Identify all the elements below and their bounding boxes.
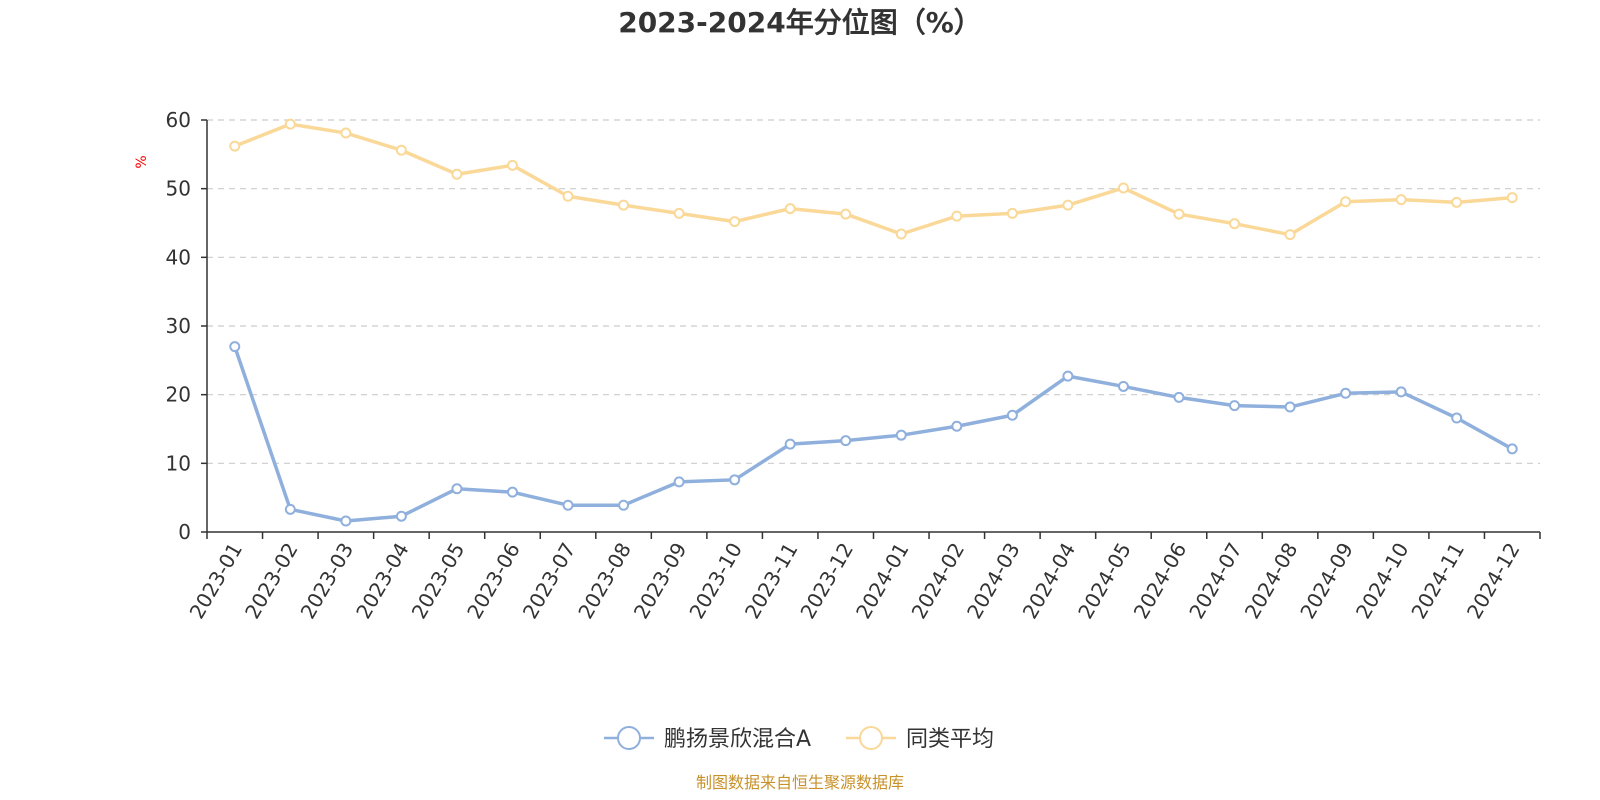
- data-point[interactable]: [229, 341, 241, 353]
- x-tick-label: 2024-01: [851, 539, 914, 623]
- data-point[interactable]: [895, 429, 907, 441]
- data-point[interactable]: [451, 168, 463, 180]
- y-tick-label: 0: [178, 520, 191, 544]
- data-point[interactable]: [673, 207, 685, 219]
- data-point[interactable]: [840, 435, 852, 447]
- data-point[interactable]: [1340, 196, 1352, 208]
- x-tick-label: 2023-08: [573, 539, 636, 623]
- legend-label: 鹏扬景欣混合A: [664, 727, 811, 752]
- x-tick-label: 2023-01: [185, 539, 248, 623]
- x-tick-label: 2023-10: [684, 539, 747, 623]
- x-tick-label: 2024-03: [962, 539, 1025, 623]
- x-tick-label: 2024-02: [907, 539, 970, 623]
- data-point[interactable]: [673, 476, 685, 488]
- series-2: [229, 118, 1518, 241]
- x-axis-ticks: 2023-012023-022023-032023-042023-052023-…: [185, 532, 1541, 623]
- data-point[interactable]: [1340, 387, 1352, 399]
- data-point[interactable]: [1006, 207, 1018, 219]
- data-point[interactable]: [451, 483, 463, 495]
- x-tick-label: 2023-05: [407, 539, 470, 623]
- y-axis-ticks: 0 10 20 30 40 50 60: [166, 108, 207, 544]
- data-point[interactable]: [1451, 412, 1463, 424]
- x-tick-label: 2023-11: [740, 539, 803, 623]
- data-point[interactable]: [729, 216, 741, 228]
- x-tick-label: 2024-09: [1295, 539, 1358, 623]
- data-point[interactable]: [1284, 401, 1296, 413]
- series-line: [233, 344, 1514, 523]
- x-tick-label: 2024-06: [1129, 539, 1192, 623]
- data-point[interactable]: [284, 503, 296, 515]
- data-point[interactable]: [951, 210, 963, 222]
- data-point[interactable]: [1173, 391, 1185, 403]
- data-point[interactable]: [562, 499, 574, 511]
- x-tick-label: 2023-09: [629, 539, 692, 623]
- data-point[interactable]: [340, 127, 352, 139]
- data-point[interactable]: [1062, 370, 1074, 382]
- legend[interactable]: 鹏扬景欣混合A 同类平均: [604, 726, 994, 752]
- series-line: [233, 122, 1514, 237]
- data-point[interactable]: [1395, 194, 1407, 206]
- x-tick-label: 2023-12: [795, 539, 858, 623]
- series-layer: [229, 118, 1518, 527]
- x-tick-label: 2024-07: [1184, 539, 1247, 623]
- data-point[interactable]: [1173, 208, 1185, 220]
- data-point[interactable]: [895, 228, 907, 240]
- y-tick-label: 60: [166, 108, 191, 132]
- legend-label: 同类平均: [906, 727, 994, 752]
- x-tick-label: 2023-02: [240, 539, 303, 623]
- data-point[interactable]: [340, 515, 352, 527]
- legend-item-2[interactable]: 同类平均: [846, 726, 994, 752]
- y-tick-label: 40: [166, 245, 191, 269]
- data-point[interactable]: [1506, 192, 1518, 204]
- legend-marker-icon: [859, 726, 883, 750]
- data-point[interactable]: [395, 510, 407, 522]
- data-point[interactable]: [1284, 229, 1296, 241]
- data-point[interactable]: [1506, 443, 1518, 455]
- x-tick-label: 2024-05: [1073, 539, 1136, 623]
- x-tick-label: 2024-12: [1462, 539, 1525, 623]
- x-tick-label: 2024-08: [1240, 539, 1303, 623]
- data-point[interactable]: [729, 474, 741, 486]
- legend-item-1[interactable]: 鹏扬景欣混合A: [604, 726, 811, 752]
- x-tick-label: 2023-07: [518, 539, 581, 623]
- data-source-note: 制图数据来自恒生聚源数据库: [696, 773, 904, 792]
- x-tick-label: 2024-10: [1351, 539, 1414, 623]
- y-tick-label: 30: [166, 314, 191, 338]
- data-point[interactable]: [1229, 218, 1241, 230]
- data-point[interactable]: [618, 499, 630, 511]
- x-tick-label: 2023-03: [296, 539, 359, 623]
- data-point[interactable]: [1117, 380, 1129, 392]
- data-point[interactable]: [1451, 196, 1463, 208]
- data-point[interactable]: [506, 486, 518, 498]
- series-1: [229, 341, 1518, 527]
- y-tick-label: 50: [166, 177, 191, 201]
- x-tick-label: 2023-04: [351, 539, 414, 623]
- x-tick-label: 2024-11: [1406, 539, 1469, 623]
- data-point[interactable]: [1062, 199, 1074, 211]
- data-point[interactable]: [951, 420, 963, 432]
- grid-lines: [207, 119, 1540, 464]
- data-point[interactable]: [229, 140, 241, 152]
- y-axis-unit-label: %: [134, 155, 150, 168]
- data-point[interactable]: [1006, 409, 1018, 421]
- data-point[interactable]: [1229, 400, 1241, 412]
- x-tick-label: 2023-06: [462, 539, 525, 623]
- data-point[interactable]: [1117, 182, 1129, 194]
- chart-title: 2023-2024年分位图（%）: [618, 6, 982, 39]
- data-point[interactable]: [618, 199, 630, 211]
- x-tick-label: 2024-04: [1018, 539, 1081, 623]
- data-point[interactable]: [395, 144, 407, 156]
- data-point[interactable]: [284, 118, 296, 130]
- data-point[interactable]: [784, 203, 796, 215]
- data-point[interactable]: [506, 159, 518, 171]
- y-tick-label: 10: [166, 451, 191, 475]
- data-point[interactable]: [562, 190, 574, 202]
- y-tick-label: 20: [166, 383, 191, 407]
- data-point[interactable]: [784, 438, 796, 450]
- legend-marker-icon: [617, 726, 641, 750]
- data-point[interactable]: [1395, 386, 1407, 398]
- data-point[interactable]: [840, 208, 852, 220]
